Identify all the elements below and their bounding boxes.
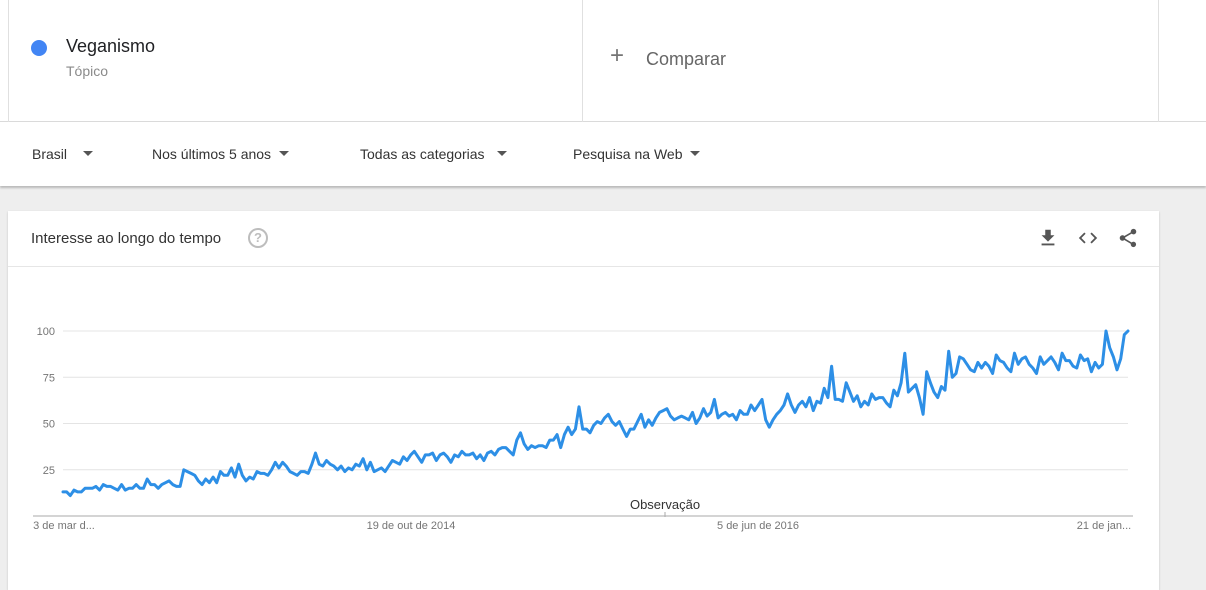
download-icon[interactable] bbox=[1037, 227, 1059, 249]
region-dropdown[interactable]: Brasil bbox=[32, 122, 94, 186]
search-term-name[interactable]: Veganismo bbox=[66, 36, 156, 56]
caret-down-icon bbox=[496, 150, 507, 156]
chart-card-header: Interesse ao longo do tempo ? bbox=[8, 211, 1159, 267]
y-tick-label: 100 bbox=[37, 326, 55, 338]
y-tick-label: 25 bbox=[43, 465, 55, 477]
series-color-dot bbox=[31, 40, 47, 56]
annotation-label: Observação bbox=[630, 497, 700, 512]
x-tick-label: 19 de out de 2014 bbox=[367, 520, 456, 532]
chart-title: Interesse ao longo do tempo bbox=[31, 230, 222, 247]
filter-bar: Brasil Nos últimos 5 anos Todas as categ… bbox=[0, 122, 1206, 186]
y-tick-label: 50 bbox=[43, 419, 55, 431]
x-tick-label: 21 de jan... bbox=[1077, 520, 1131, 532]
embed-icon[interactable] bbox=[1077, 227, 1099, 249]
line-chart: 25 50 75 100 Observação 3 de mar d... 19 de o… bbox=[33, 326, 1133, 532]
series-line bbox=[61, 329, 1130, 498]
caret-down-icon bbox=[690, 150, 701, 156]
interest-over-time-card: Interesse ao longo do tempo ? bbox=[8, 211, 1159, 590]
period-dropdown[interactable]: Nos últimos 5 anos bbox=[152, 122, 290, 186]
category-dropdown[interactable]: Todas as categorias bbox=[360, 122, 507, 186]
search-term-type: Tópico bbox=[66, 63, 109, 79]
compare-button[interactable]: + Comparar bbox=[583, 0, 1159, 122]
caret-down-icon bbox=[279, 150, 290, 156]
x-tick-label: 3 de mar d... bbox=[33, 520, 95, 532]
caret-down-icon bbox=[83, 150, 94, 156]
region-label: Brasil bbox=[32, 146, 68, 162]
share-icon[interactable] bbox=[1117, 227, 1139, 249]
top-bar: Veganismo Tópico + Comparar bbox=[0, 0, 1206, 122]
search-type-dropdown[interactable]: Pesquisa na Web bbox=[573, 122, 701, 186]
help-icon[interactable]: ? bbox=[248, 228, 268, 248]
category-label: Todas as categorias bbox=[360, 146, 485, 162]
search-type-label: Pesquisa na Web bbox=[573, 146, 683, 162]
period-label: Nos últimos 5 anos bbox=[152, 146, 272, 162]
x-tick-label: 5 de jun de 2016 bbox=[717, 520, 799, 532]
compare-label: Comparar bbox=[646, 49, 727, 69]
plus-icon: + bbox=[610, 42, 625, 69]
y-tick-label: 75 bbox=[43, 372, 55, 384]
search-term-card[interactable]: Veganismo Tópico bbox=[8, 0, 583, 122]
